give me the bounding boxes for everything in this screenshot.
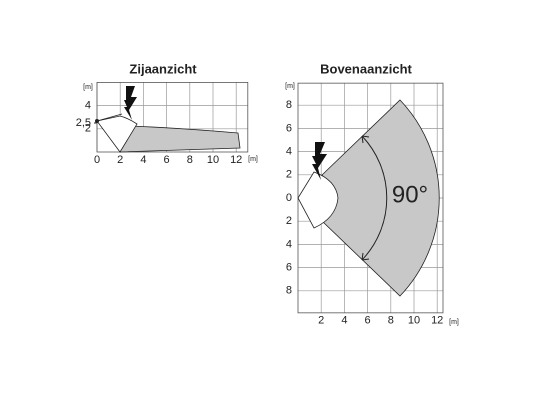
sensor-line [96, 113, 123, 122]
unit-label: [m] [449, 319, 459, 326]
sensor [95, 119, 99, 123]
x-tick-label: 4 [341, 315, 347, 327]
y-tick-label: 2 [85, 123, 91, 135]
x-tick-label: 6 [365, 315, 371, 327]
x-tick-label: 10 [408, 315, 420, 327]
x-tick-label: 12 [431, 315, 443, 327]
x-tick-label: 8 [187, 154, 193, 166]
side-plot [94, 82, 249, 153]
x-tick-label: 4 [140, 154, 146, 166]
x-tick-label: 0 [94, 154, 100, 166]
detection-area [119, 125, 241, 153]
detection-zone [96, 115, 138, 153]
y-tick-label: 4 [286, 238, 292, 250]
detection-zone [297, 171, 339, 229]
x-tick-label: 12 [230, 154, 242, 166]
top-plot: 90° [297, 82, 444, 314]
lightning-icon [312, 142, 327, 180]
arrowheads [361, 135, 370, 261]
lightning-icon [124, 86, 137, 120]
y-tick-label: 2,5 [76, 117, 91, 129]
side-title: Zijaanzicht [129, 61, 197, 76]
y-tick-label: 0 [286, 192, 292, 204]
y-tick-label: 8 [286, 285, 292, 297]
x-tick-label: 2 [318, 315, 324, 327]
y-tick-label: 2 [286, 169, 292, 181]
unit-label: [m] [83, 84, 93, 91]
unit-label: [m] [248, 156, 258, 163]
x-tick-label: 6 [164, 154, 170, 166]
top-title: Bovenaanzicht [320, 61, 412, 76]
x-tick-label: 8 [388, 315, 394, 327]
x-tick-label: 2 [117, 154, 123, 166]
unit-label: [m] [285, 83, 295, 90]
y-tick-label: 2 [286, 215, 292, 227]
angle-arc [361, 135, 388, 261]
angle-label: 90° [392, 181, 428, 208]
y-tick-label: 4 [85, 100, 91, 112]
y-tick-label: 6 [286, 262, 292, 274]
y-tick-label: 6 [286, 122, 292, 134]
plot-frame [96, 82, 249, 153]
y-tick-label: 8 [286, 99, 292, 111]
x-tick-label: 10 [207, 154, 219, 166]
y-tick-label: 4 [286, 146, 292, 158]
